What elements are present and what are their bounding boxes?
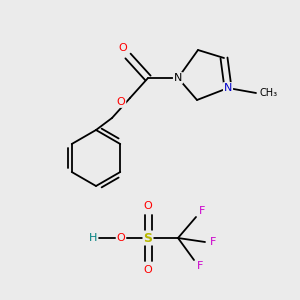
Text: F: F	[197, 261, 203, 271]
Text: F: F	[210, 237, 216, 247]
Text: S: S	[143, 232, 152, 244]
Text: N: N	[174, 73, 182, 83]
Text: H: H	[89, 233, 97, 243]
Text: O: O	[117, 97, 125, 107]
Text: N: N	[224, 83, 232, 93]
Text: F: F	[199, 206, 205, 216]
Text: O: O	[117, 233, 125, 243]
Text: O: O	[144, 201, 152, 211]
Text: O: O	[144, 265, 152, 275]
Text: O: O	[118, 43, 127, 53]
Text: CH₃: CH₃	[260, 88, 278, 98]
